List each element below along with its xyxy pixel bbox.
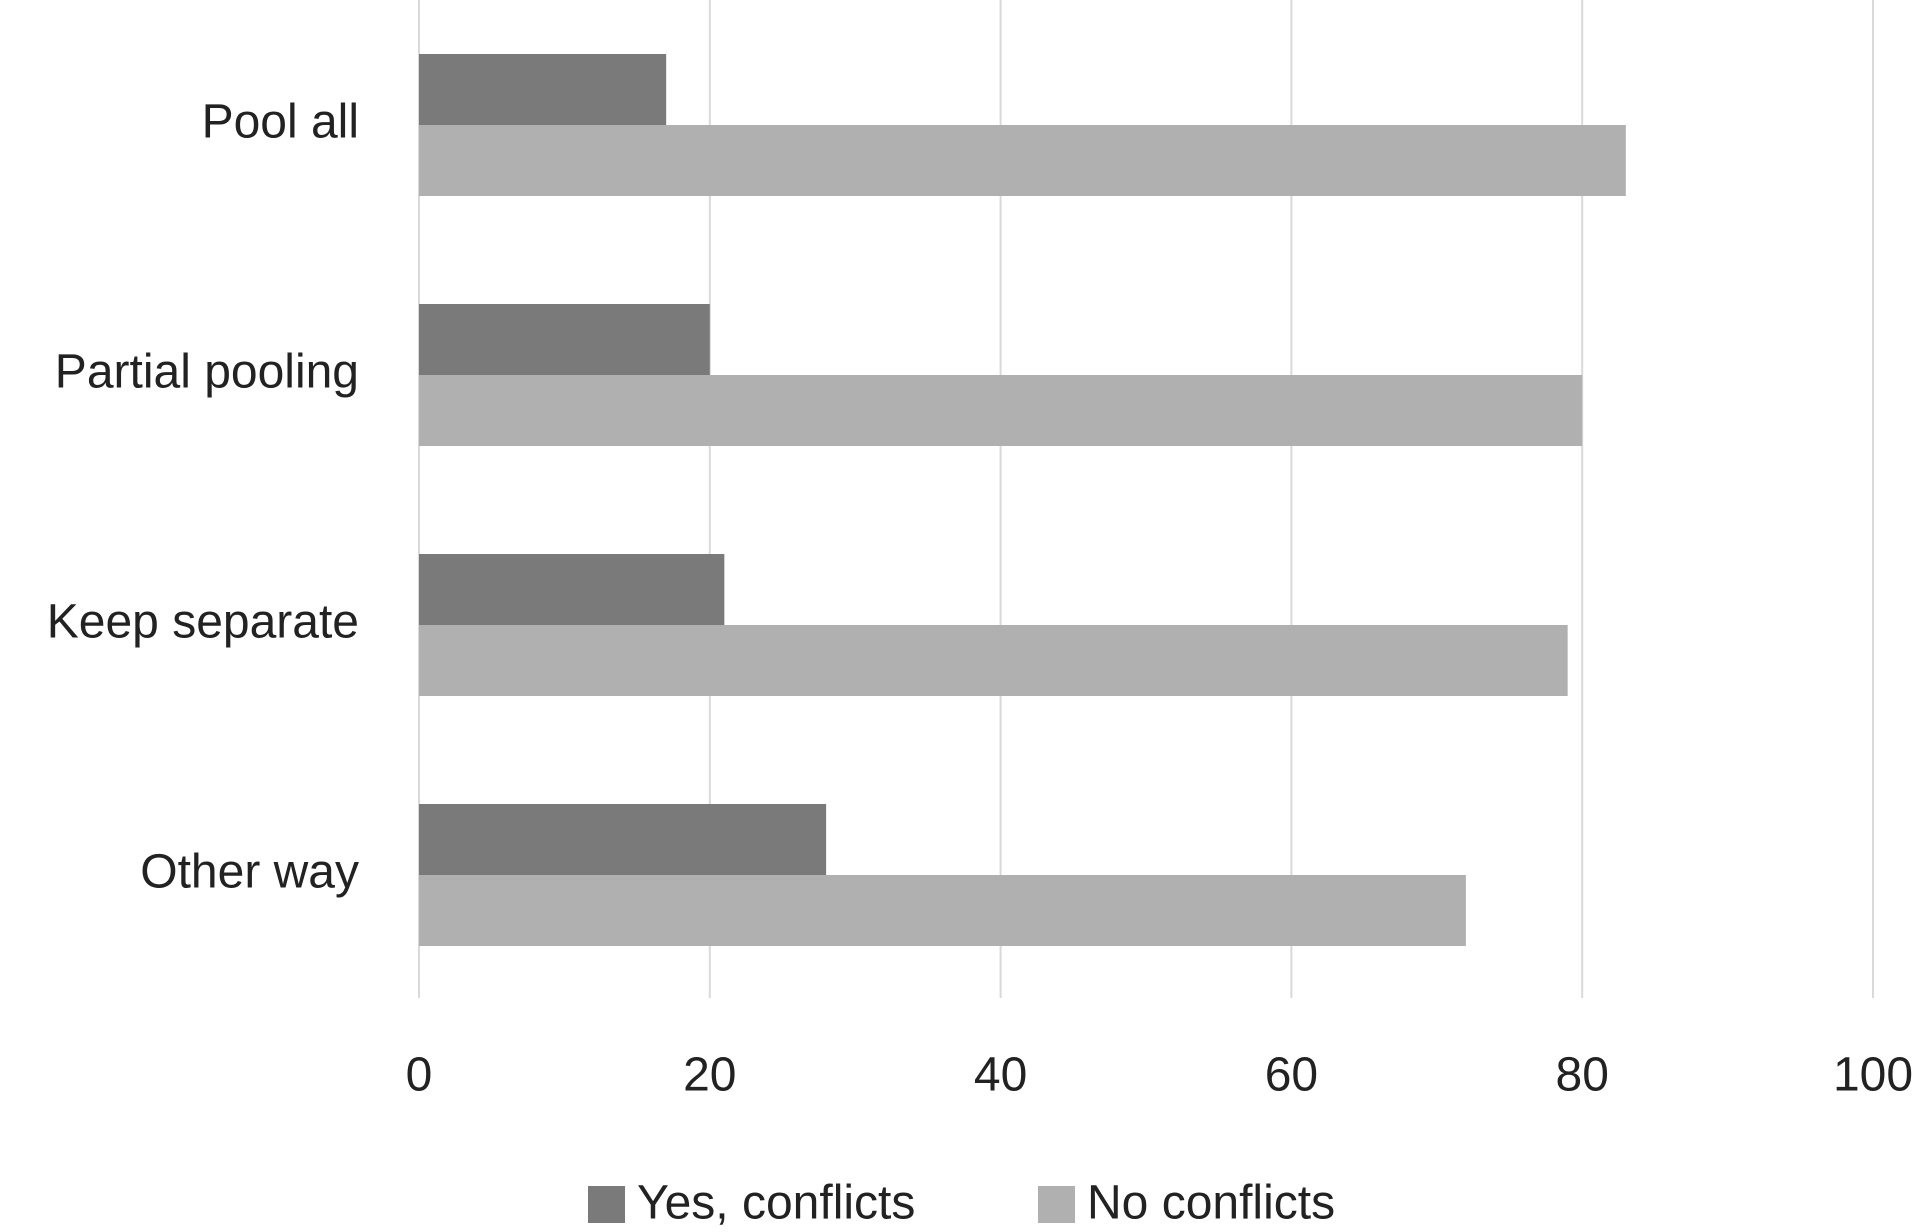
x-tick-label: 40: [974, 1049, 1027, 1102]
bar: [419, 804, 827, 875]
legend-swatch: [588, 1186, 625, 1223]
x-tick-label: 20: [683, 1049, 736, 1102]
bar: [419, 304, 710, 375]
legend-label: No conflicts: [1087, 1177, 1335, 1230]
legend-swatch: [1038, 1186, 1075, 1223]
bar: [419, 125, 1626, 196]
x-tick-label: 100: [1833, 1049, 1913, 1102]
bar: [419, 875, 1466, 946]
y-tick-label: Other way: [140, 846, 359, 899]
y-tick-label: Partial pooling: [55, 346, 359, 399]
bar: [419, 554, 725, 625]
x-tick-label: 0: [406, 1049, 433, 1102]
y-tick-label: Pool all: [202, 96, 359, 149]
legend-label: Yes, conflicts: [637, 1177, 915, 1230]
bar: [419, 625, 1568, 696]
bar: [419, 375, 1583, 446]
y-tick-label: Keep separate: [47, 596, 359, 649]
x-tick-label: 60: [1265, 1049, 1318, 1102]
bar: [419, 54, 667, 125]
x-tick-label: 80: [1556, 1049, 1609, 1102]
